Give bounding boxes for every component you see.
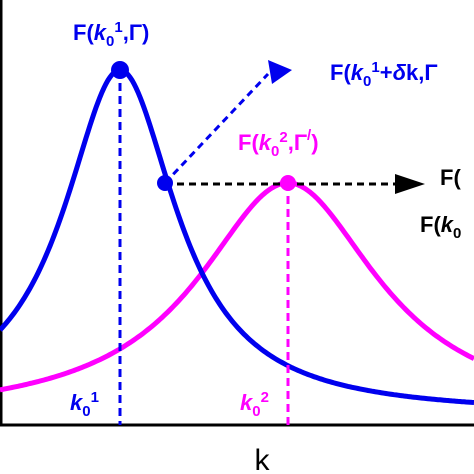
k01-label: k01	[70, 389, 99, 420]
right-bottom-label: F(k0	[420, 212, 461, 242]
text: 0	[453, 225, 461, 242]
text: 1	[91, 389, 99, 406]
text: ,Γ)	[123, 20, 150, 45]
peak2-label: F(k02,Γ/)	[238, 127, 319, 160]
text: k	[70, 390, 84, 415]
shift-dot	[157, 175, 173, 191]
text: k	[240, 390, 254, 415]
text: 0	[252, 403, 260, 420]
text: F(	[238, 130, 259, 155]
text: k	[441, 212, 455, 237]
text: F(	[440, 165, 461, 190]
text: 0	[106, 33, 114, 50]
text: δ	[393, 60, 407, 85]
text: F(	[73, 20, 94, 45]
k02-label: k02	[240, 389, 269, 420]
magenta-curve	[0, 180, 474, 393]
black-arrowhead	[395, 174, 425, 194]
text: +	[380, 60, 393, 85]
peak1-label: F(k01,Γ)	[73, 19, 149, 50]
axis-label: k	[255, 444, 271, 474]
text: k	[94, 20, 108, 45]
shifted1-label: F(k01+δk,Γ	[330, 59, 438, 90]
right-top-label: F(	[440, 165, 461, 190]
text: )	[311, 130, 318, 155]
text: F(	[330, 60, 351, 85]
text: ,Γ	[288, 130, 307, 155]
blue-arrowhead	[268, 60, 292, 84]
text: 1	[114, 19, 122, 36]
text: 2	[261, 389, 269, 406]
text: 2	[279, 129, 287, 146]
blue-arrow-line	[163, 72, 270, 185]
text: k	[259, 130, 273, 155]
peak2-dot	[280, 175, 296, 191]
text: 0	[82, 403, 90, 420]
text: 0	[271, 143, 279, 160]
text: 0	[363, 73, 371, 90]
text: 1	[371, 59, 379, 76]
peak1-dot	[111, 61, 129, 79]
blue-curve	[0, 67, 474, 405]
text: /	[307, 127, 312, 144]
text: F(	[420, 212, 441, 237]
text: k	[351, 60, 365, 85]
text: k,Γ	[406, 60, 438, 85]
